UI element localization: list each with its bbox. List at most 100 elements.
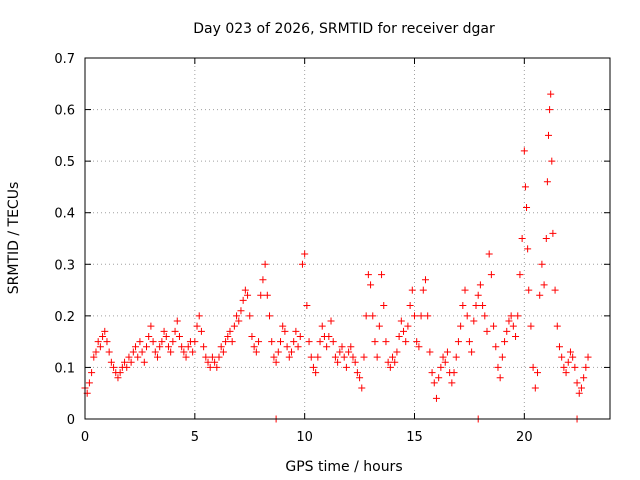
data-point bbox=[547, 90, 555, 98]
data-point bbox=[551, 286, 559, 294]
data-point bbox=[191, 338, 199, 346]
data-point bbox=[327, 317, 335, 325]
data-point bbox=[202, 353, 210, 361]
data-point bbox=[470, 317, 478, 325]
y-tick-label: 0.6 bbox=[54, 104, 75, 119]
data-point bbox=[516, 271, 524, 279]
data-point bbox=[536, 291, 544, 299]
data-point bbox=[505, 317, 513, 325]
y-tick-label: 0.3 bbox=[54, 258, 75, 273]
data-point bbox=[88, 369, 96, 377]
data-point bbox=[184, 343, 192, 351]
data-point bbox=[127, 358, 135, 366]
data-point bbox=[360, 353, 368, 361]
data-point bbox=[542, 235, 550, 242]
data-point bbox=[580, 374, 588, 382]
data-point bbox=[132, 343, 140, 351]
data-point bbox=[149, 338, 157, 346]
data-point bbox=[178, 343, 186, 351]
data-point bbox=[485, 250, 493, 258]
data-point bbox=[208, 353, 216, 361]
data-point bbox=[378, 271, 386, 279]
data-point bbox=[546, 106, 554, 114]
data-point bbox=[375, 322, 383, 330]
data-point bbox=[380, 302, 388, 310]
data-point bbox=[430, 379, 438, 387]
data-point bbox=[235, 317, 243, 325]
data-point bbox=[400, 327, 408, 335]
data-point bbox=[347, 343, 355, 351]
data-point bbox=[397, 317, 405, 325]
data-point bbox=[549, 229, 557, 237]
data-point bbox=[222, 338, 230, 346]
data-point bbox=[145, 332, 153, 340]
data-point bbox=[450, 369, 458, 377]
data-point bbox=[197, 327, 205, 335]
data-point bbox=[101, 327, 109, 335]
data-point bbox=[560, 363, 568, 371]
data-point bbox=[193, 322, 201, 330]
data-point bbox=[490, 322, 498, 330]
data-point bbox=[503, 327, 511, 335]
data-point bbox=[182, 353, 190, 361]
data-point bbox=[219, 348, 227, 356]
data-point bbox=[96, 343, 104, 351]
data-point bbox=[566, 348, 574, 356]
x-tick-label: 0 bbox=[81, 430, 89, 445]
data-point bbox=[435, 374, 443, 382]
data-point bbox=[364, 271, 372, 279]
data-point bbox=[266, 312, 274, 320]
data-point bbox=[569, 353, 577, 361]
data-point bbox=[520, 147, 528, 155]
data-point bbox=[246, 312, 254, 320]
data-point bbox=[105, 348, 113, 356]
data-point bbox=[538, 260, 546, 268]
data-point bbox=[584, 353, 592, 361]
data-point bbox=[241, 286, 249, 294]
data-point bbox=[419, 286, 427, 294]
data-point bbox=[575, 389, 583, 397]
data-point bbox=[272, 358, 280, 366]
data-point bbox=[525, 286, 533, 294]
x-tick-label: 20 bbox=[516, 430, 533, 445]
data-point bbox=[410, 312, 418, 320]
data-point bbox=[573, 379, 581, 387]
data-point bbox=[114, 374, 122, 382]
data-point bbox=[259, 276, 267, 284]
data-point bbox=[432, 394, 440, 402]
y-tick-label: 0 bbox=[67, 413, 75, 428]
data-point bbox=[263, 291, 271, 299]
data-point bbox=[261, 260, 269, 268]
data-point bbox=[228, 338, 236, 346]
data-point bbox=[441, 358, 449, 366]
data-point bbox=[413, 338, 421, 346]
data-point bbox=[85, 379, 93, 387]
data-point bbox=[255, 338, 263, 346]
data-point bbox=[99, 332, 107, 340]
data-point bbox=[562, 369, 570, 377]
data-point bbox=[443, 348, 451, 356]
data-point bbox=[180, 348, 188, 356]
data-point bbox=[356, 374, 364, 382]
y-axis-title: SRMTID / TECUs bbox=[6, 182, 22, 295]
data-point bbox=[459, 302, 467, 310]
data-point bbox=[285, 353, 293, 361]
data-point bbox=[523, 204, 531, 212]
data-point bbox=[268, 338, 276, 346]
data-point bbox=[421, 276, 429, 284]
data-point bbox=[307, 353, 315, 361]
data-point bbox=[543, 178, 551, 186]
data-point bbox=[331, 353, 339, 361]
data-point bbox=[448, 379, 456, 387]
data-point bbox=[474, 291, 482, 299]
data-point bbox=[94, 338, 102, 346]
data-point bbox=[292, 327, 300, 335]
axis-ticks: 0 0.1 0.2 0.3 0.4 0.5 0.6 0.7 0 5 10 15 20 bbox=[54, 52, 610, 445]
data-point bbox=[415, 343, 423, 351]
data-point bbox=[274, 348, 282, 356]
data-point bbox=[116, 369, 124, 377]
data-point bbox=[564, 358, 572, 366]
data-point bbox=[281, 327, 289, 335]
